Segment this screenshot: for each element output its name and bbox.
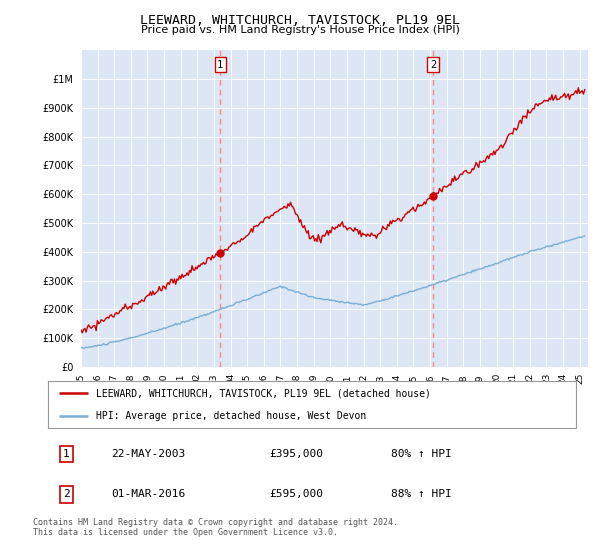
Text: £595,000: £595,000 [270, 489, 324, 499]
Text: LEEWARD, WHITCHURCH, TAVISTOCK, PL19 9EL (detached house): LEEWARD, WHITCHURCH, TAVISTOCK, PL19 9EL… [95, 388, 430, 398]
Text: LEEWARD, WHITCHURCH, TAVISTOCK, PL19 9EL: LEEWARD, WHITCHURCH, TAVISTOCK, PL19 9EL [140, 14, 460, 27]
Text: 2: 2 [63, 489, 70, 499]
Text: 22-MAY-2003: 22-MAY-2003 [112, 449, 185, 459]
Text: 88% ↑ HPI: 88% ↑ HPI [391, 489, 452, 499]
Text: 1: 1 [63, 449, 70, 459]
Text: 2: 2 [430, 60, 436, 70]
Text: 1: 1 [217, 60, 223, 70]
Text: Price paid vs. HM Land Registry's House Price Index (HPI): Price paid vs. HM Land Registry's House … [140, 25, 460, 35]
Text: HPI: Average price, detached house, West Devon: HPI: Average price, detached house, West… [95, 411, 366, 421]
Text: 01-MAR-2016: 01-MAR-2016 [112, 489, 185, 499]
Text: Contains HM Land Registry data © Crown copyright and database right 2024.
This d: Contains HM Land Registry data © Crown c… [33, 518, 398, 538]
Text: 80% ↑ HPI: 80% ↑ HPI [391, 449, 452, 459]
Text: £395,000: £395,000 [270, 449, 324, 459]
